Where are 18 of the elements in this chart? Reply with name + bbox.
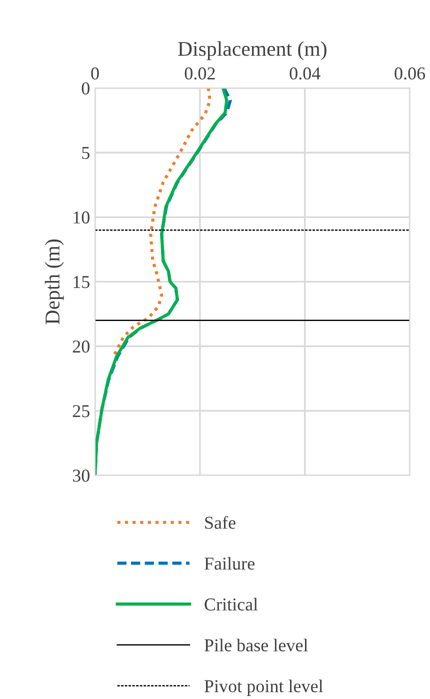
y-tick-label: 15 [74,276,90,288]
legend-label: Pile base level [204,638,308,652]
legend-label: Failure [204,557,254,570]
y-tick-label: 5 [82,147,90,160]
y-tick-label: 0 [82,82,90,95]
legend-label: Critical [204,598,258,611]
y-tick-label: 10 [74,211,90,224]
x-tick-label: 0.04 [290,67,320,80]
legend-label: Pivot point level [204,680,323,696]
x-tick-label: 0.06 [394,67,426,80]
y-tick-label: 20 [72,340,90,353]
y-axis-title: Depth (m) [44,240,64,324]
x-axis-title: Displacement (m) [178,41,326,60]
legend-label: Safe [205,516,236,529]
y-tick-label: 30 [72,470,90,482]
y-tick-label: 25 [72,405,90,418]
x-tick-label: 0 [91,67,99,80]
x-tick-label: 0.02 [184,67,215,80]
